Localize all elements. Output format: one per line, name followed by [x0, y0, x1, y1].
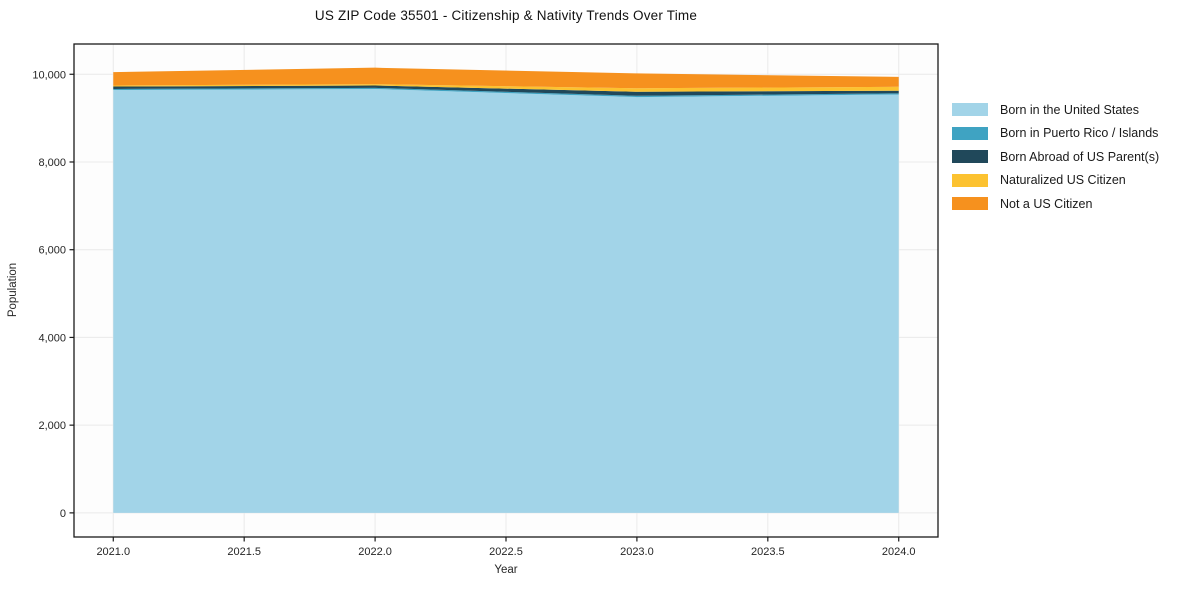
- y-tick-label: 4,000: [38, 332, 66, 344]
- area-series-not-a-us-citizen: [113, 67, 899, 89]
- y-tick-label: 2,000: [38, 420, 66, 432]
- x-axis-label: Year: [494, 564, 518, 576]
- chart-legend: Born in the United States Born in Puerto …: [952, 103, 1159, 221]
- legend-label: Naturalized US Citizen: [1000, 173, 1126, 187]
- legend-swatch-born-abroad-of-us-parent-s: [952, 150, 988, 163]
- y-tick-label: 8,000: [38, 157, 66, 169]
- area-series-naturalized-us-citizen: [113, 84, 899, 92]
- x-tick-label: 2021.5: [227, 546, 261, 558]
- y-tick-label: 6,000: [38, 245, 66, 257]
- legend-swatch-born-in-puerto-rico-islands: [952, 126, 988, 140]
- x-tick-label: 2022.0: [358, 546, 392, 558]
- legend-item-born-in-the-united-states: Born in the United States: [952, 102, 1159, 117]
- legend-label: Not a US Citizen: [1000, 196, 1093, 211]
- y-axis-label: Population: [7, 262, 19, 318]
- legend-label: Born Abroad of US Parent(s): [1000, 149, 1160, 164]
- legend-swatch-naturalized-us-citizen: [952, 173, 988, 187]
- legend-item-born-in-puerto-rico-islands: Born in Puerto Rico / Islands: [952, 126, 1159, 140]
- x-tick-label: 2023.0: [620, 546, 654, 558]
- x-tick-label: 2023.5: [751, 546, 785, 558]
- x-tick-label: 2022.5: [489, 546, 523, 558]
- legend-swatch-not-a-us-citizen: [952, 197, 988, 210]
- x-tick-label: 2024.0: [882, 546, 916, 558]
- legend-item-not-a-us-citizen: Not a US Citizen: [952, 196, 1159, 211]
- legend-item-naturalized-us-citizen: Naturalized US Citizen: [952, 173, 1159, 187]
- chart-title: US ZIP Code 35501 - Citizenship & Nativi…: [314, 8, 698, 23]
- area-series-born-in-the-united-states: [113, 88, 899, 513]
- legend-item-born-abroad-of-us-parent-s: Born Abroad of US Parent(s): [952, 149, 1160, 164]
- legend-swatch-born-in-the-united-states: [952, 103, 988, 116]
- area-series-born-abroad-of-us-parent-s: [113, 85, 899, 96]
- x-tick-label: 2021.0: [96, 546, 130, 558]
- legend-label: Born in the United States: [1000, 102, 1139, 117]
- y-tick-label: 0: [60, 508, 66, 520]
- y-tick-label: 10,000: [32, 69, 66, 81]
- legend-label: Born in Puerto Rico / Islands: [1000, 126, 1159, 140]
- area-series-born-in-puerto-rico-islands: [113, 87, 899, 98]
